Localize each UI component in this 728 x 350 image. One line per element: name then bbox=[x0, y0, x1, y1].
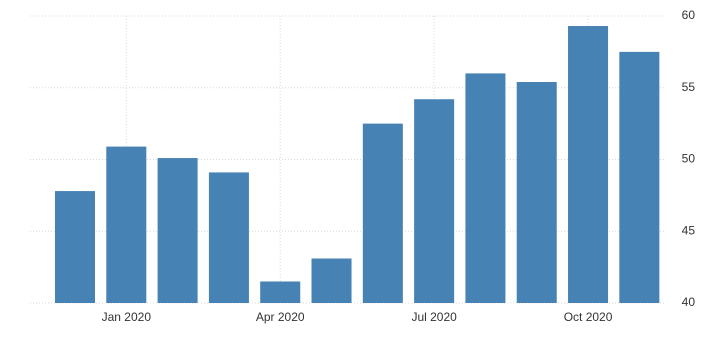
bar bbox=[619, 51, 660, 303]
y-tick-label: 40 bbox=[682, 295, 696, 309]
y-tick-label: 45 bbox=[682, 223, 696, 237]
bar bbox=[414, 99, 455, 303]
bar bbox=[516, 82, 557, 303]
bar bbox=[106, 146, 147, 303]
y-tick-label: 55 bbox=[682, 80, 696, 94]
bar bbox=[311, 258, 352, 303]
x-tick-label: Oct 2020 bbox=[564, 310, 613, 324]
bar bbox=[568, 26, 609, 303]
bar bbox=[465, 73, 506, 304]
bar bbox=[362, 123, 403, 303]
y-tick-label: 50 bbox=[682, 152, 696, 166]
bar bbox=[54, 191, 96, 303]
bar bbox=[208, 172, 249, 303]
x-tick-label: Apr 2020 bbox=[256, 310, 305, 324]
x-tick-label: Jan 2020 bbox=[102, 310, 152, 324]
bar bbox=[260, 281, 301, 303]
y-tick-label: 60 bbox=[682, 8, 696, 22]
x-tick-label: Jul 2020 bbox=[411, 310, 457, 324]
bar bbox=[157, 158, 198, 303]
